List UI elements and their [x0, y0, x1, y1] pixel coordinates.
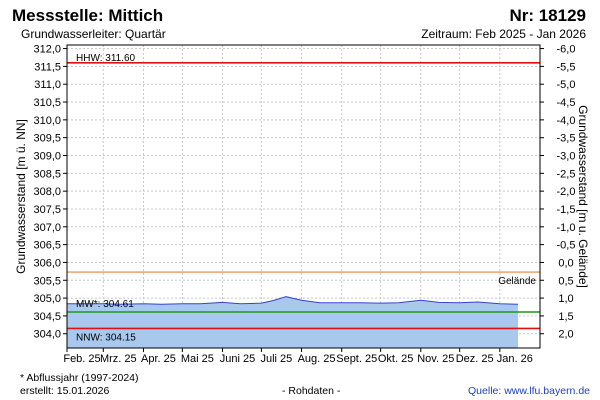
y-right-tick-label: 1,0: [558, 293, 573, 305]
y-right-tick-label: -3,5: [557, 133, 576, 145]
y-left-tick-label: 306,5: [33, 240, 61, 252]
y-left-tick-label: 312,0: [33, 44, 61, 56]
footnote: * Abflussjahr (1997-2024): [20, 372, 139, 384]
y-left-tick-label: 308,0: [33, 186, 61, 198]
y-left-tick-label: 305,0: [33, 293, 61, 305]
mw-label: MW*: 304.61: [76, 299, 134, 310]
y-right-tick-label: 2,0: [558, 329, 573, 341]
y-right-tick-label: -3,0: [557, 151, 576, 163]
x-tick-label: Mrz. 25: [100, 353, 137, 365]
y-right-tick-label: 0,0: [558, 257, 573, 269]
x-tick-label: Feb. 25: [63, 353, 100, 365]
y-left-tick-label: 304,5: [33, 311, 61, 323]
y-right-tick-label: -5,5: [557, 61, 576, 73]
y-axis-right-title: Grundwasserstand [m u. Gelände]: [576, 105, 590, 288]
y-left-tick-label: 305,5: [33, 275, 61, 287]
y-left-tick-label: 310,5: [33, 97, 61, 109]
x-tick-label: Okt. 25: [378, 353, 413, 365]
y-left-tick-label: 309,0: [33, 151, 61, 163]
station-title: Messstelle: Mittich: [12, 6, 164, 25]
x-tick-label: Juli 25: [260, 353, 292, 365]
y-right-tick-label: -2,0: [557, 186, 576, 198]
y-left-tick-label: 306,0: [33, 257, 61, 269]
y-left-tick-label: 311,0: [34, 79, 61, 91]
created-date: erstellt: 15.01.2026: [20, 385, 110, 397]
y-right-tick-label: -0,5: [557, 240, 576, 252]
source-link[interactable]: Quelle: www.lfu.bayern.de: [468, 385, 590, 397]
x-tick-label: Sept. 25: [336, 353, 377, 365]
x-tick-label: Juni 25: [220, 353, 255, 365]
y-right-tick-label: -1,5: [557, 204, 576, 216]
y-axis-left-title: Grundwasserstand [m ü. NN]: [14, 119, 28, 274]
y-axis-left: 304,0 304,5 305,0 305,5 306,0 306,5 307,0 307,5…: [33, 44, 67, 341]
period-label: Zeitraum: Feb 2025 - Jan 2026: [421, 27, 586, 41]
aquifer-label: Grundwasserleiter: Quartär: [21, 27, 166, 41]
y-right-tick-label: 0,5: [558, 275, 573, 287]
y-left-tick-label: 309,5: [33, 133, 61, 145]
x-tick-label: Mai 25: [181, 353, 214, 365]
gelaende-label: Gelände: [498, 276, 536, 287]
y-right-tick-label: -6,0: [557, 44, 576, 56]
y-right-tick-label: -1,0: [557, 222, 576, 234]
x-tick-label: Aug. 25: [298, 353, 336, 365]
hhw-label: HHW: 311.60: [76, 53, 136, 64]
y-right-tick-label: -4,5: [557, 97, 576, 109]
y-left-tick-label: 308,5: [33, 168, 61, 180]
y-axis-right: 2,0 1,5 1,0 0,5 0,0 -0,5 -1,0 -1,5 -2,0 -2,5 -3,0 -…: [540, 44, 575, 341]
y-left-tick-label: 310,0: [33, 115, 61, 127]
y-left-tick-label: 304,0: [33, 329, 61, 341]
x-tick-label: Nov. 25: [417, 353, 454, 365]
groundwater-area: [67, 296, 518, 348]
x-tick-label: Dez. 25: [456, 353, 494, 365]
plot-frame: [66, 44, 541, 349]
nnw-label: NNW: 304.15: [76, 332, 136, 343]
x-tick-label: Apr. 25: [141, 353, 176, 365]
rawdata-label: - Rohdaten -: [282, 385, 341, 397]
x-axis: Feb. 25 Mrz. 25 Apr. 25 Mai 25 Juni 25 Juli 2…: [63, 348, 533, 365]
y-left-tick-label: 307,5: [33, 204, 61, 216]
y-left-tick-label: 307,0: [33, 222, 61, 234]
y-left-tick-label: 311,5: [34, 61, 61, 73]
station-number: Nr: 18129: [509, 6, 586, 25]
groundwater-line: [67, 296, 519, 305]
x-tick-label: Jan. 26: [497, 353, 533, 365]
y-right-tick-label: -4,0: [557, 115, 576, 127]
y-right-tick-label: 1,5: [558, 311, 573, 323]
y-right-tick-label: -5,0: [557, 79, 576, 91]
y-right-tick-label: -2,5: [557, 168, 576, 180]
